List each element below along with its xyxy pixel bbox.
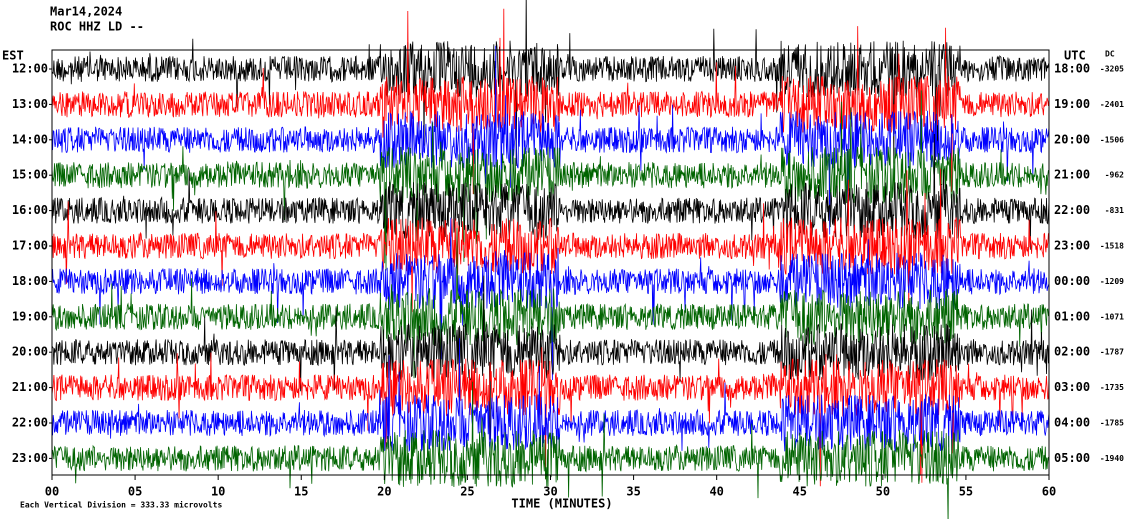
x-tick-label: 40	[709, 485, 723, 499]
est-label: 13:00	[12, 97, 48, 111]
x-tick-label: 15	[294, 485, 308, 499]
utc-label: 04:00	[1054, 416, 1090, 430]
utc-label: 00:00	[1054, 274, 1090, 288]
est-label: 12:00	[12, 62, 48, 76]
dc-value: -962	[1105, 171, 1124, 180]
trace	[51, 90, 1050, 271]
chart-title: Mar14,2024	[50, 5, 122, 19]
dc-value: -1071	[1100, 312, 1124, 321]
left-axis-label: EST	[2, 49, 24, 63]
utc-label: 21:00	[1054, 168, 1090, 182]
x-tick-label: 50	[876, 485, 890, 499]
trace	[51, 45, 1050, 235]
chart-subtitle: ROC HHZ LD --	[50, 20, 144, 34]
est-label: 23:00	[12, 451, 48, 465]
right-axis-label: UTC	[1064, 49, 1086, 63]
x-tick-label: 20	[377, 485, 391, 499]
dc-value: -1940	[1100, 454, 1124, 463]
est-label: 20:00	[12, 345, 48, 359]
utc-label: 03:00	[1054, 380, 1090, 394]
utc-label: 05:00	[1054, 451, 1090, 465]
est-label: 14:00	[12, 132, 48, 146]
x-tick-label: 10	[211, 485, 225, 499]
est-label: 17:00	[12, 239, 48, 253]
utc-label: 22:00	[1054, 203, 1090, 217]
traces	[51, 0, 1050, 519]
utc-label: 02:00	[1054, 345, 1090, 359]
utc-label: 18:00	[1054, 62, 1090, 76]
trace	[51, 275, 1050, 440]
x-tick-label: 55	[959, 485, 973, 499]
est-label: 15:00	[12, 168, 48, 182]
x-tick-label: 45	[793, 485, 807, 499]
utc-label: 23:00	[1054, 239, 1090, 253]
trace	[51, 133, 1050, 266]
x-tick-label: 25	[460, 485, 474, 499]
dc-value: -1518	[1100, 242, 1124, 251]
est-label: 19:00	[12, 309, 48, 323]
dc-value: -1209	[1100, 277, 1124, 286]
trace	[51, 381, 1050, 519]
x-tick-label: 60	[1042, 485, 1056, 499]
trace	[51, 0, 1050, 167]
utc-label: 20:00	[1054, 132, 1090, 146]
est-label: 16:00	[12, 203, 48, 217]
trace	[51, 338, 1050, 453]
x-axis-label: TIME (MINUTES)	[511, 497, 612, 511]
x-tick-label: 30	[543, 485, 557, 499]
dc-value: -831	[1105, 206, 1124, 215]
dc-value: -3205	[1100, 65, 1124, 74]
trace	[51, 228, 1050, 379]
est-label: 21:00	[12, 380, 48, 394]
trace	[51, 217, 1050, 381]
dc-value: -2401	[1100, 100, 1124, 109]
est-label: 22:00	[12, 416, 48, 430]
utc-label: 19:00	[1054, 97, 1090, 111]
dc-value: -1785	[1100, 419, 1124, 428]
trace	[51, 168, 1050, 314]
utc-label: 01:00	[1054, 309, 1090, 323]
x-tick-label: 00	[45, 485, 59, 499]
dc-label: DC	[1105, 50, 1115, 59]
footnote: Each Vertical Division = 333.33 microvol…	[20, 500, 222, 510]
est-label: 18:00	[12, 274, 48, 288]
x-tick-label: 35	[626, 485, 640, 499]
dc-value: -1506	[1100, 135, 1124, 144]
dc-value: -1787	[1100, 348, 1124, 357]
x-tick-label: 05	[128, 485, 142, 499]
trace	[51, 8, 1050, 195]
dc-value: -1735	[1100, 383, 1124, 392]
